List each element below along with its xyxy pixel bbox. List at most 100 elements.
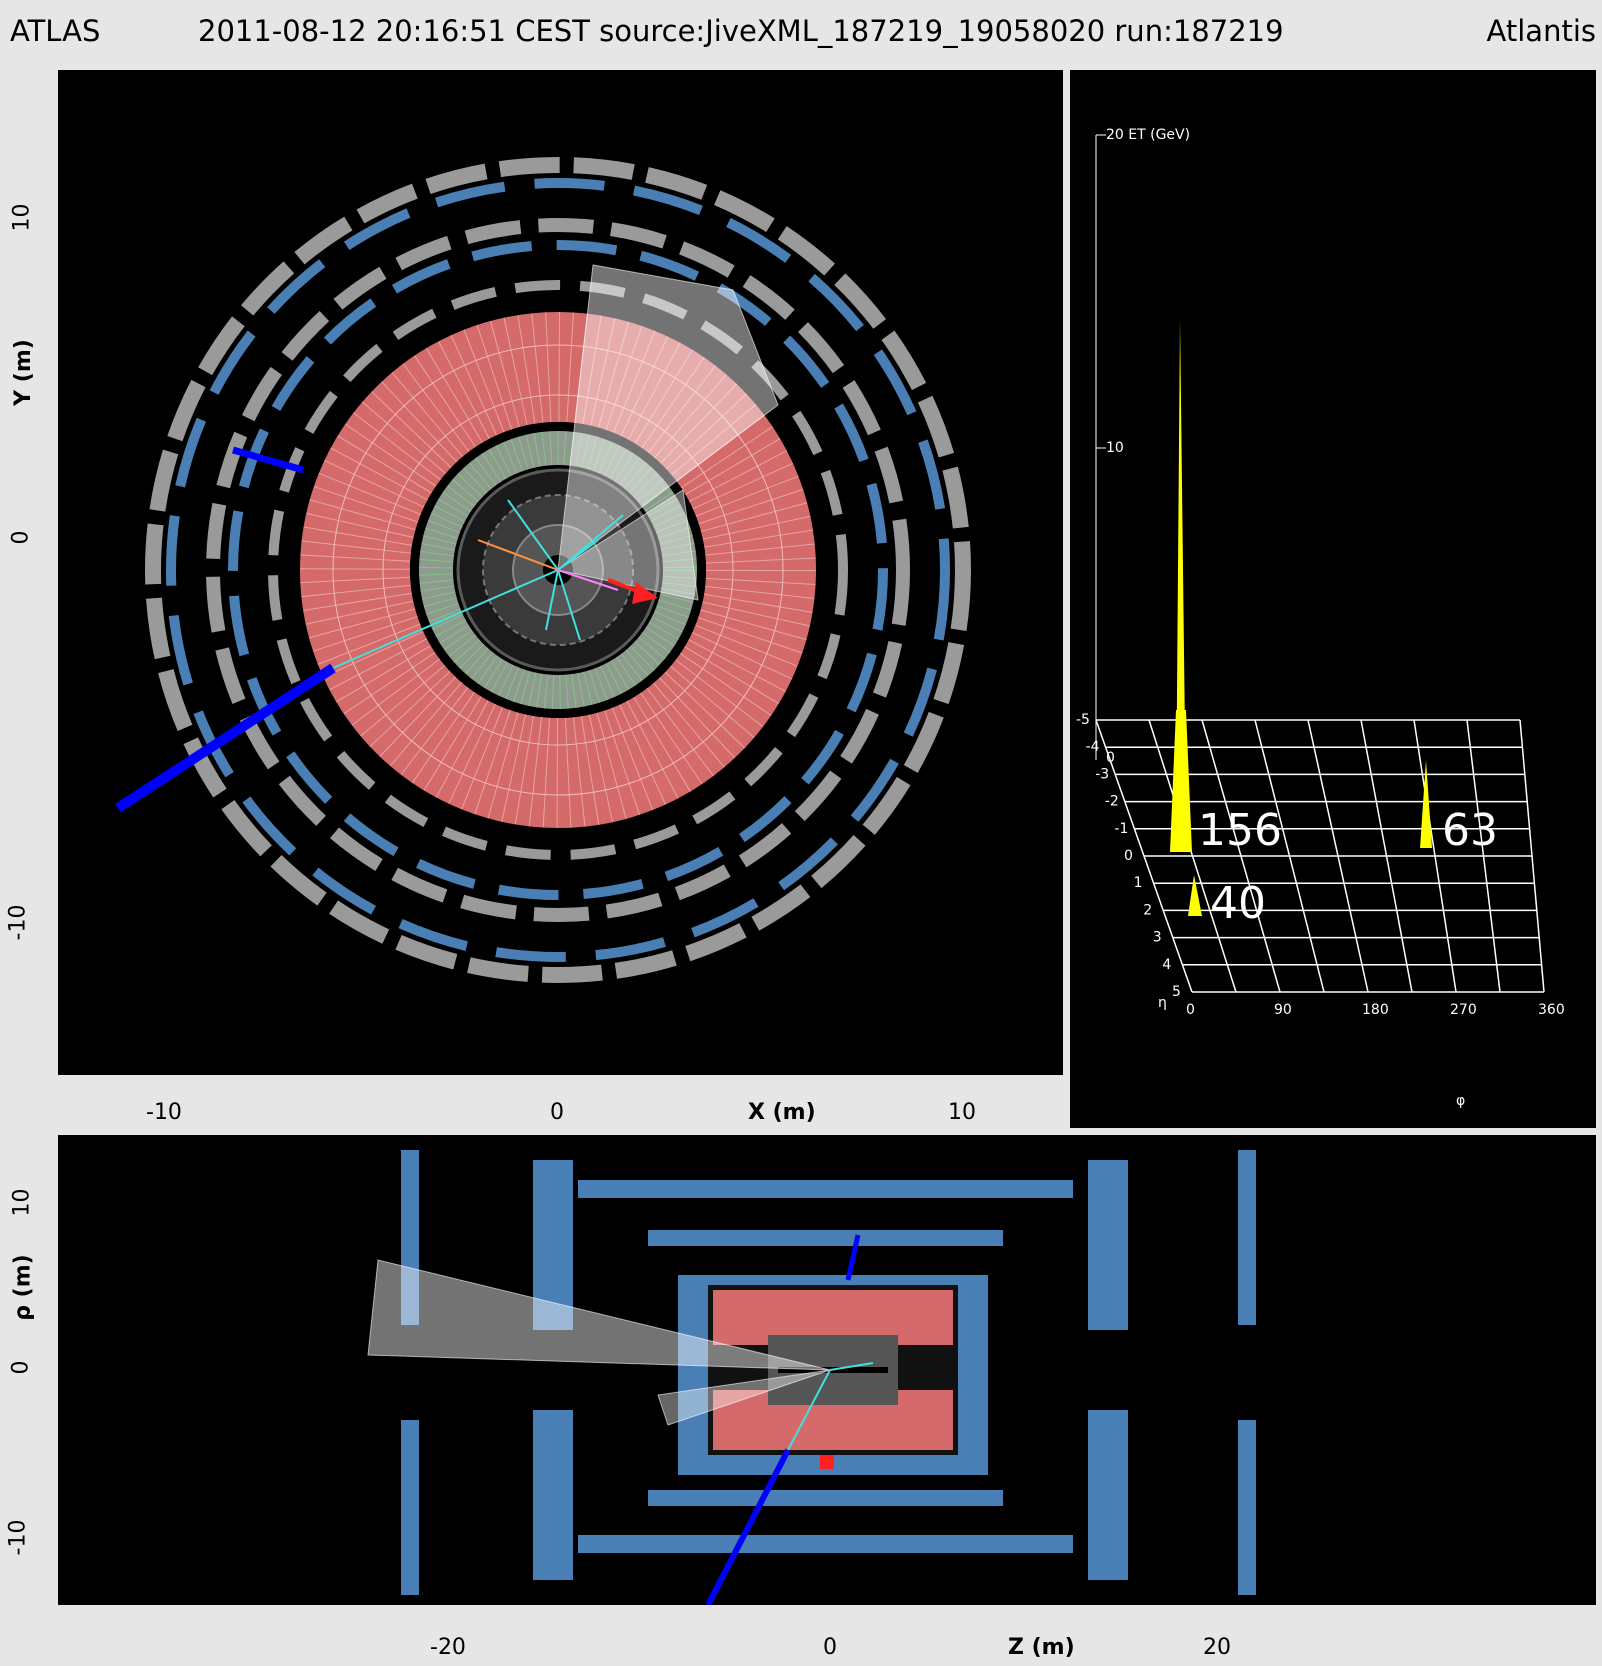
hadronic-cells [300,312,816,828]
et-label-63: 63 [1442,805,1498,856]
tower-40 [1188,875,1202,916]
y-tick-minus10: -10 [5,904,31,941]
rz-x-axis-label: Z (m) [1008,1635,1075,1660]
rz-x-tick-minus20: -20 [430,1635,466,1660]
grid-line [1307,719,1369,993]
eta-tick: 2 [1143,902,1152,918]
muon-endcap-mid-right-bottom [1088,1410,1128,1580]
muon-barrel-mid-bottom [648,1490,1003,1506]
muon-inner-frame [268,280,848,860]
grid-line [1201,719,1281,993]
solenoid-gap [410,422,706,718]
muon-barrel-outer-bottom [578,1535,1073,1553]
grid-line [1466,719,1501,993]
muon-track-1 [115,663,336,813]
missing-et-head [632,582,658,604]
rz-muon-track-2 [845,1234,861,1281]
rz-x-tick-0: 0 [823,1635,837,1660]
rz-track-1 [787,1369,831,1451]
eta-tick: 3 [1153,930,1162,946]
rz-y-tick-0: 0 [8,1360,34,1375]
et-tick-0: 0 [1106,750,1115,766]
muon-endcap-outer-left-top [401,1150,419,1325]
tracks [332,499,624,669]
eta-tick: -1 [1114,821,1128,837]
rz-y-tick-minus10: -10 [5,1519,31,1556]
grid-line [1519,719,1545,993]
x-tick-0: 0 [550,1100,564,1125]
xy-y-axis: 10 0 -10 Y (m) [0,70,58,1075]
eta-tick: -4 [1086,739,1100,755]
rz-x-tick-20: 20 [1203,1635,1231,1660]
rz-jet-cone-2 [657,1369,831,1426]
lego-view[interactable]: 20 ET (GeV) 10 0 -5 -4 -3 -2 -1 0 1 2 3 4 5 0 90 180… [1070,70,1596,1128]
grid-line [1148,719,1237,993]
eta-tick: 1 [1134,875,1143,891]
x-tick-minus10: -10 [146,1100,182,1125]
grid-line [1413,719,1457,993]
track-orange [477,539,559,571]
eta-tick: 0 [1124,848,1133,864]
experiment-label: ATLAS [10,14,101,48]
muon-track-2 [232,446,304,474]
muon-barrel-outer-top [578,1180,1073,1198]
eta-tick: 4 [1162,957,1171,973]
x-tick-10: 10 [948,1100,976,1125]
rz-x-axis: -20 0 Z (m) 20 [58,1605,1596,1666]
muon-endcap-mid-left-top [533,1160,573,1330]
tower-156-base [1170,710,1192,852]
et-axis-label: 20 ET (GeV) [1106,127,1190,143]
hadronic-layer-1 [382,394,734,746]
muon-middle-frame [206,218,910,922]
em-cells [419,431,697,709]
muon-barrel-mid-top [648,1230,1003,1246]
event-info: 2011-08-12 20:16:51 CEST source:JiveXML_… [198,14,1284,48]
muon-endcap-outer-left-bottom [401,1420,419,1595]
x-axis-label: X (m) [748,1100,816,1125]
eta-tick: -3 [1095,766,1109,782]
eta-tick: -2 [1105,794,1119,810]
muon-outer-chamber [166,178,950,962]
muon-endcap-mid-left-bottom [533,1410,573,1580]
grid-line [1360,719,1413,993]
grid-line [1254,719,1325,993]
tower-156 [1176,320,1186,818]
y-tick-0: 0 [8,530,34,545]
y-tick-10: 10 [9,203,35,232]
phi-tick: 180 [1362,1002,1389,1018]
tower-63 [1420,760,1432,848]
hadronic-layer-2 [332,344,784,796]
eta-phi-grid [1095,719,1545,993]
rz-view-canvas [367,1150,1256,1607]
y-axis-label: Y (m) [10,339,36,406]
phi-tick: 0 [1186,1002,1195,1018]
xy-view[interactable] [58,70,1063,1075]
eta-tick: 5 [1172,984,1181,1000]
rz-muon-track-1 [705,1448,791,1607]
muon-endcap-mid-right-top [1088,1160,1128,1330]
et-tick-10: 10 [1106,440,1124,456]
phi-axis-label: φ [1456,1093,1465,1109]
eta-tick: -5 [1076,712,1090,728]
track-pink [557,569,619,591]
phi-tick: 360 [1538,1002,1565,1018]
jet-cone-2 [556,489,699,601]
et-label-40: 40 [1210,878,1266,929]
grid-line [1095,719,1193,993]
eta-axis-label: η [1158,995,1167,1011]
muon-endcap-outer-right-bottom [1238,1420,1256,1595]
rz-view[interactable] [58,1135,1596,1607]
muon-endcap-outer-right-top [1238,1150,1256,1325]
rz-y-tick-10: 10 [9,1188,35,1217]
rz-track-2 [829,1362,874,1371]
software-label: Atlantis [1486,14,1596,48]
et-label-156: 156 [1198,805,1282,856]
phi-tick: 90 [1274,1002,1292,1018]
xy-x-axis: -10 0 X (m) 10 [58,1075,1063,1125]
rz-y-axis: 10 ρ (m) 0 -10 [0,1135,58,1605]
muon-middle-chamber [228,240,888,900]
rz-missing-et [820,1455,834,1469]
rz-y-axis-label: ρ (m) [10,1254,36,1321]
